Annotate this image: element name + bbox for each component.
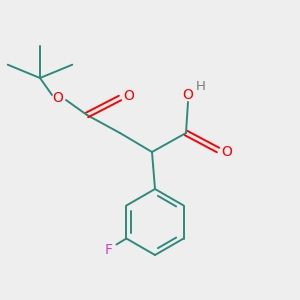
Text: F: F bbox=[104, 244, 112, 257]
Text: O: O bbox=[183, 88, 194, 102]
Text: O: O bbox=[124, 89, 134, 103]
Text: O: O bbox=[52, 91, 63, 105]
Text: H: H bbox=[196, 80, 206, 94]
Text: O: O bbox=[222, 145, 232, 159]
